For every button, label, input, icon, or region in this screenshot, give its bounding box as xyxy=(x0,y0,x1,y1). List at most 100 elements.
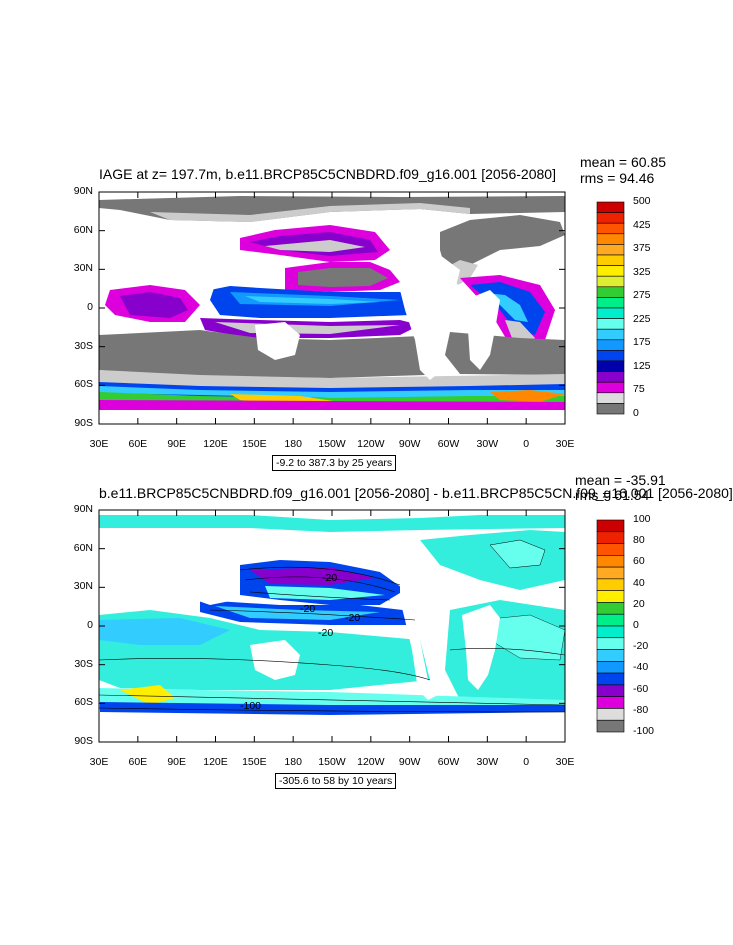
colorbar-swatch xyxy=(596,672,625,686)
colorbar-swatch xyxy=(596,254,625,266)
colorbar-label: 375 xyxy=(633,242,651,255)
colorbar-swatch xyxy=(596,555,625,568)
y-tick-label: 0 xyxy=(87,301,93,313)
colorbar-swatch xyxy=(596,566,625,580)
x-tick-label: 90W xyxy=(398,438,421,450)
x-tick-label: 90W xyxy=(398,756,421,768)
colorbar-label: 75 xyxy=(633,383,645,396)
colorbar-swatch xyxy=(596,661,625,674)
colorbar-swatch xyxy=(596,233,625,245)
x-tick-label: 90E xyxy=(167,438,186,450)
x-tick-label: 30W xyxy=(476,756,499,768)
colorbar-swatch xyxy=(596,613,625,627)
y-tick-label: 90S xyxy=(74,735,93,747)
colorbar-label: -80 xyxy=(633,703,649,716)
x-tick-label: 180 xyxy=(284,756,302,768)
colorbar-swatch xyxy=(596,339,625,351)
colorbar-label: -40 xyxy=(633,661,649,674)
colorbar-label: 425 xyxy=(633,218,651,231)
x-tick-label: 150W xyxy=(318,756,346,768)
y-tick-label: 60N xyxy=(73,541,93,554)
x-tick-label: 0 xyxy=(523,756,530,768)
x-tick-label: 30E xyxy=(89,438,109,450)
x-tick-label: 150E xyxy=(242,756,267,768)
colorbar-swatch xyxy=(596,318,625,330)
colorbar-swatch xyxy=(596,212,625,224)
contour-label: -20 xyxy=(318,627,334,639)
colorbar-swatch xyxy=(596,275,625,288)
x-tick-label: 150W xyxy=(318,438,346,450)
y-tick-label: 60S xyxy=(74,696,93,709)
x-tick-label: 90E xyxy=(167,756,186,768)
colorbar-swatch xyxy=(596,531,625,544)
colorbar-swatch xyxy=(596,625,625,639)
colorbar-label: 80 xyxy=(633,534,645,547)
x-tick-label: 30E xyxy=(555,438,575,450)
colorbar-swatch xyxy=(596,201,625,213)
x-tick-label: 120W xyxy=(357,756,385,768)
x-tick-label: 120E xyxy=(203,756,228,768)
colorbar-swatch xyxy=(596,543,625,556)
x-tick-label: 60E xyxy=(128,756,148,768)
y-tick-label: 90N xyxy=(73,503,93,515)
x-tick-label: 120W xyxy=(357,438,385,450)
panel1-rms: rms = 94.46 xyxy=(580,170,655,186)
colorbar-label: 275 xyxy=(633,289,651,302)
y-tick-label: 30N xyxy=(73,580,93,593)
x-tick-label: 30W xyxy=(476,438,499,450)
colorbar-swatch xyxy=(596,602,625,615)
colorbar-label: 175 xyxy=(633,336,651,349)
panel1-mean: mean = 60.85 xyxy=(580,154,667,170)
y-tick-label: 60N xyxy=(73,223,93,236)
y-tick-label: 0 xyxy=(87,619,93,631)
colorbar-swatch xyxy=(596,360,625,372)
colorbar-swatch xyxy=(596,403,625,415)
colorbar-swatch xyxy=(596,371,625,383)
y-tick-label: 90N xyxy=(73,185,93,197)
panel2-ticks xyxy=(98,509,566,743)
contour-label: -100 xyxy=(240,700,262,712)
colorbar-swatch xyxy=(596,222,625,235)
colorbar-swatch xyxy=(596,649,625,662)
x-tick-label: 30E xyxy=(89,756,109,768)
colorbar-label: -100 xyxy=(633,725,655,737)
panel1-ticks xyxy=(98,191,566,425)
colorbar-swatch xyxy=(596,637,625,650)
x-tick-label: 150E xyxy=(242,438,267,450)
x-tick-label: 180 xyxy=(284,438,302,450)
colorbar-swatch xyxy=(596,392,625,404)
contour-label: -20 xyxy=(300,603,316,615)
colorbar-label: 60 xyxy=(633,555,645,568)
colorbar-swatch xyxy=(596,719,625,733)
colorbar-swatch xyxy=(596,708,625,721)
colorbar-swatch xyxy=(596,578,625,591)
panel2-rms: rms = 61.54 xyxy=(575,487,650,503)
colorbar-swatch xyxy=(596,297,625,309)
contour-label: -20 xyxy=(322,572,338,584)
colorbar-label: 225 xyxy=(633,312,651,325)
colorbar-swatch xyxy=(596,265,625,277)
x-tick-label: 0 xyxy=(523,438,530,450)
panel2-mean: mean = -35.91 xyxy=(575,472,666,488)
colorbar-swatch xyxy=(596,696,625,709)
colorbar-swatch xyxy=(596,519,625,533)
colorbar-label: -60 xyxy=(633,682,649,695)
y-tick-label: 90S xyxy=(74,417,93,429)
x-tick-label: 30E xyxy=(555,756,575,768)
x-tick-label: 60W xyxy=(437,438,460,450)
colorbar-label: 325 xyxy=(633,265,651,278)
x-tick-label: 60E xyxy=(128,438,148,450)
colorbar-label: -20 xyxy=(633,640,649,653)
panel1-contour-info: -9.2 to 387.3 by 25 years xyxy=(272,455,397,471)
y-tick-label: 30S xyxy=(74,339,93,352)
y-tick-label: 30N xyxy=(73,262,93,275)
colorbar-swatch xyxy=(596,684,625,697)
colorbar-swatch xyxy=(596,307,625,319)
contour-label: -20 xyxy=(345,612,361,624)
colorbar-swatch xyxy=(596,350,625,362)
colorbar-label: 0 xyxy=(633,407,639,419)
colorbar-label: 0 xyxy=(633,619,639,631)
x-tick-label: 60W xyxy=(437,756,460,768)
